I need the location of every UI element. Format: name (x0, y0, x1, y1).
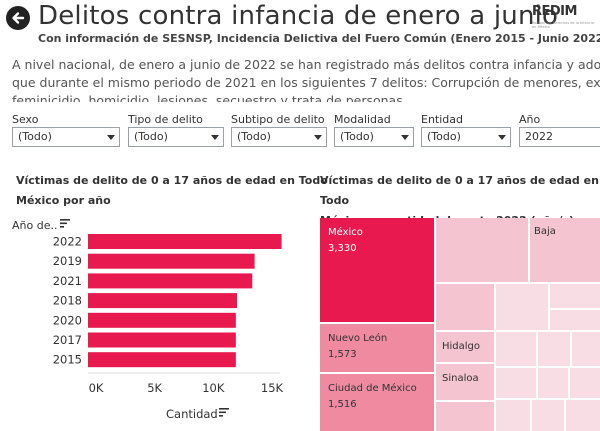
description-line: que durante el mismo periodo de 2021 en … (12, 75, 600, 90)
chevron-down-icon (314, 135, 322, 140)
filter-value: (Todo) (18, 130, 52, 143)
y-tick-label: 2020 (53, 313, 82, 327)
filter-label-modalidad: Modalidad (334, 113, 391, 126)
bar-2022[interactable] (88, 234, 282, 249)
bar-2019[interactable] (88, 253, 255, 269)
y-tick-label: 2019 (53, 254, 82, 268)
filter-label-entidad: Entidad (421, 113, 463, 126)
x-tick-label: 5K (147, 381, 162, 395)
treemap-cell[interactable] (550, 284, 600, 308)
treemap-cell-name: Sinaloa (442, 373, 479, 384)
treemap-cell-baja[interactable]: Baja (530, 218, 600, 282)
filter-select-subtipo-delito[interactable]: (Todo) (231, 127, 327, 147)
treemap-cell-ciudad-de-mexico[interactable]: Ciudad de México 1,516 (320, 374, 434, 431)
treemap-cell[interactable] (436, 284, 494, 330)
treemap-cell-name: Nuevo León (328, 333, 388, 344)
logo: REDIM Red por los Derechos de la Infanci… (532, 4, 596, 44)
treemap: México 3,330 Nuevo León 1,573 Ciudad de … (320, 218, 600, 431)
description-line: A nivel nacional, de enero a junio de 20… (12, 57, 600, 72)
filter-select-entidad[interactable]: (Todo) (421, 127, 511, 147)
filter-label-sexo: Sexo (12, 113, 39, 126)
treemap-cell-name: Ciudad de México (328, 383, 417, 394)
treemap-cell[interactable] (436, 218, 528, 282)
treemap-cell[interactable] (566, 400, 600, 431)
treemap-cell[interactable] (570, 368, 600, 398)
x-tick-label: 0K (89, 381, 104, 395)
chevron-down-icon (401, 135, 409, 140)
x-tick-label: 10K (202, 381, 225, 395)
chevron-down-icon (107, 135, 115, 140)
filter-label-tipo-delito: Tipo de delito (128, 113, 203, 126)
treemap-cell[interactable] (550, 310, 600, 330)
logo-subtext: Red por los Derechos de la Infancia en M… (532, 21, 594, 29)
back-button[interactable] (6, 6, 30, 30)
treemap-cell-sinaloa[interactable]: Sinaloa (436, 364, 494, 400)
treemap-cell-nuevo-leon[interactable]: Nuevo León 1,573 (320, 324, 434, 372)
treemap-cell[interactable] (436, 402, 494, 431)
treemap-cell-value: 3,330 (328, 243, 357, 254)
bar-2017[interactable] (88, 332, 236, 348)
treemap-cell[interactable] (496, 284, 548, 330)
page-subtitle: Con información de SESNSP, Incidencia De… (38, 32, 600, 45)
filter-value: (Todo) (237, 130, 271, 143)
x-axis-field-label: Cantidad (166, 407, 218, 421)
treemap-cell-name: Hidalgo (442, 341, 481, 352)
sort-icon[interactable] (219, 408, 229, 417)
bar-2020[interactable] (88, 312, 236, 328)
treemap-cell[interactable] (496, 400, 530, 431)
bar-2021[interactable] (88, 273, 253, 289)
treemap-cell[interactable] (496, 332, 536, 366)
filter-value: 2022 (525, 130, 553, 143)
page-title: Delitos contra infancia de enero a junio (38, 1, 559, 31)
treemap-cell-hidalgo[interactable]: Hidalgo (436, 332, 494, 362)
arrow-left-icon (12, 12, 25, 24)
treemap-cell[interactable] (532, 400, 564, 431)
bar-chart: Año de.. 2022 2019 2021 2018 2020 2017 2015 0K… (12, 219, 284, 421)
treemap-cell-value: 1,573 (328, 349, 357, 360)
filter-label-ano: Año (519, 113, 541, 126)
treemap-cell[interactable] (538, 332, 570, 366)
filter-select-tipo-delito[interactable]: (Todo) (128, 127, 224, 147)
treemap-cell-name: México (328, 227, 363, 238)
logo-text: REDIM (532, 4, 577, 19)
bar-chart-title: Víctimas de delito de 0 a 17 años de eda… (16, 171, 328, 211)
filter-value: (Todo) (340, 130, 374, 143)
description-line: feminicidio, homicidio, lesiones, secues… (12, 93, 407, 102)
chevron-down-icon (211, 135, 219, 140)
sort-icon[interactable] (60, 219, 70, 228)
treemap-cell-name: Baja (534, 226, 556, 237)
treemap-cell[interactable] (572, 332, 600, 366)
y-axis-field-label: Año de.. (12, 219, 57, 232)
description: A nivel nacional, de enero a junio de 20… (12, 56, 600, 102)
treemap-cell[interactable] (496, 368, 536, 398)
treemap-title-line: Víctimas de delito de 0 a 17 años de eda… (320, 174, 599, 207)
filter-select-ano[interactable]: 2022 (519, 127, 600, 147)
bar-2018[interactable] (88, 293, 238, 309)
y-tick-label: 2021 (53, 274, 82, 288)
chevron-down-icon (498, 135, 506, 140)
y-tick-label: 2017 (53, 333, 82, 347)
filter-select-sexo[interactable]: (Todo) (12, 127, 120, 147)
filter-value: (Todo) (427, 130, 461, 143)
treemap-cell-value: 1,516 (328, 399, 357, 410)
x-tick-label: 15K (261, 381, 284, 395)
bar-2015[interactable] (88, 352, 236, 368)
y-tick-label: 2015 (53, 353, 82, 367)
filter-label-subtipo-delito: Subtipo de delito (231, 113, 325, 126)
filter-value: (Todo) (134, 130, 168, 143)
y-tick-label: 2022 (53, 235, 82, 249)
filter-select-modalidad[interactable]: (Todo) (334, 127, 414, 147)
treemap-cell-mexico[interactable]: México 3,330 (320, 218, 434, 322)
treemap-cell[interactable] (538, 368, 568, 398)
y-tick-label: 2018 (53, 294, 82, 308)
bar-chart-title-line: Víctimas de delito de 0 a 17 años de eda… (16, 174, 328, 187)
bar-chart-title-line: México por año (16, 194, 111, 207)
